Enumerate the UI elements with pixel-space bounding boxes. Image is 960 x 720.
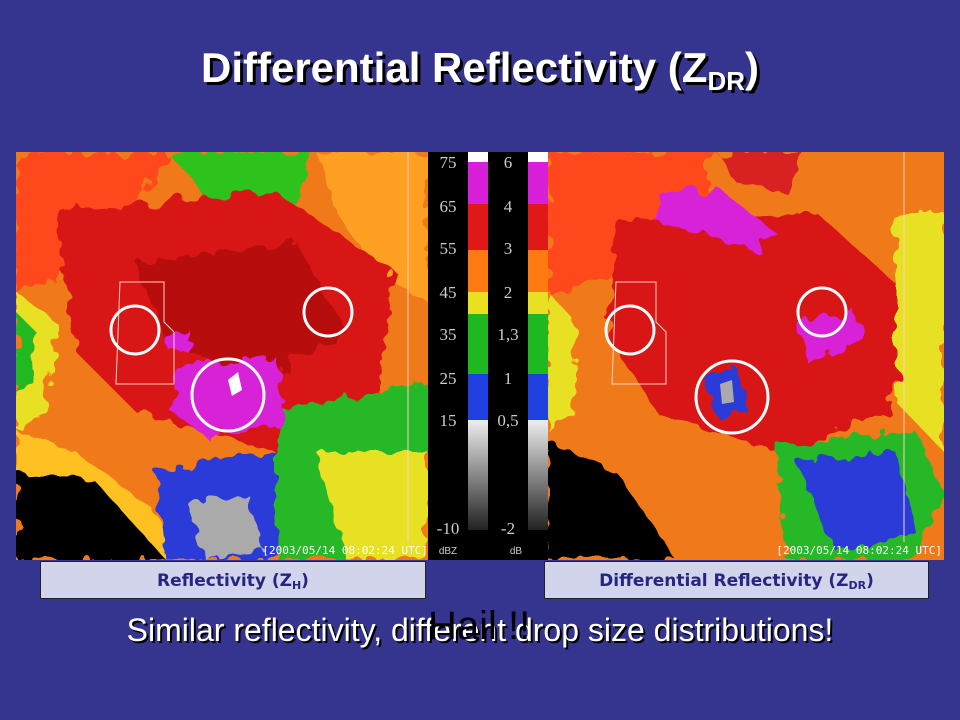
color-band bbox=[528, 152, 548, 162]
hail-overlay: Hail !! bbox=[428, 604, 531, 648]
caption-end: ) bbox=[301, 571, 309, 591]
title-subscript: DR bbox=[707, 66, 745, 96]
timestamp: [2003/05/14 08:02:24 UTC] bbox=[262, 544, 428, 557]
color-band bbox=[468, 250, 488, 292]
caption-subscript: H bbox=[291, 579, 302, 592]
color-band bbox=[528, 292, 548, 314]
title-text: Differential Reflectivity (Z bbox=[200, 44, 708, 91]
color-band bbox=[468, 162, 488, 204]
colorbar-label: 25 bbox=[440, 369, 457, 388]
colorbar-label: 1,3 bbox=[497, 325, 518, 344]
colorbar-label: 3 bbox=[504, 239, 513, 258]
color-band bbox=[468, 314, 488, 374]
caption-text: Differential Reflectivity (Z bbox=[599, 571, 849, 591]
color-band bbox=[468, 292, 488, 314]
color-band bbox=[528, 204, 548, 250]
colorbar-label: 75 bbox=[440, 153, 457, 172]
colorbar-label: 6 bbox=[504, 153, 513, 172]
colorbar-label: 45 bbox=[440, 283, 457, 302]
right-caption: Differential Reflectivity (ZDR) bbox=[544, 561, 929, 599]
color-band bbox=[528, 314, 548, 374]
colorbar-label: 55 bbox=[440, 239, 457, 258]
colorbar-label: 2 bbox=[504, 283, 513, 302]
color-band bbox=[468, 204, 488, 250]
colorbar-label: 15 bbox=[440, 411, 457, 430]
reflectivity-image: [2003/05/14 08:02:24 UTC] bbox=[16, 152, 428, 560]
colorbar-unit: dB bbox=[510, 546, 523, 557]
colorbar-label: 35 bbox=[440, 325, 457, 344]
color-band bbox=[528, 420, 548, 530]
color-band bbox=[468, 420, 488, 530]
color-band bbox=[528, 162, 548, 204]
color-band bbox=[468, 374, 488, 420]
left-caption: Reflectivity (ZH) bbox=[40, 561, 426, 599]
timestamp: [2003/05/14 08:02:24 UTC] bbox=[776, 544, 942, 557]
caption-text: Reflectivity (Z bbox=[157, 571, 292, 591]
colorbar: 75 65 55 45 35 25 15 -10 6 4 3 2 1,3 1 0,5 -2 dBZ dB bbox=[428, 152, 548, 560]
colorbar-label: 1 bbox=[504, 369, 513, 388]
color-band bbox=[468, 152, 488, 162]
colorbar-label: -10 bbox=[437, 519, 460, 538]
colorbar-label: 4 bbox=[504, 197, 513, 216]
zdr-image: [2003/05/14 08:02:24 UTC] bbox=[548, 152, 944, 560]
color-band bbox=[528, 250, 548, 292]
radar-panels: [2003/05/14 08:02:24 UTC] 75 65 55 45 35 25 15… bbox=[16, 152, 944, 560]
colorbar-label: 0,5 bbox=[497, 411, 518, 430]
caption-end: ) bbox=[866, 571, 874, 591]
colorbar-label: 65 bbox=[440, 197, 457, 216]
color-band bbox=[528, 374, 548, 420]
caption-subscript: DR bbox=[848, 579, 867, 592]
colorbar-label: -2 bbox=[501, 519, 515, 538]
title-end: ) bbox=[745, 44, 759, 91]
footer-text: Similar reflectivity, different drop siz… bbox=[126, 612, 834, 648]
slide-title: Differential Reflectivity (ZDR) bbox=[0, 44, 960, 97]
colorbar-unit: dBZ bbox=[439, 546, 457, 557]
